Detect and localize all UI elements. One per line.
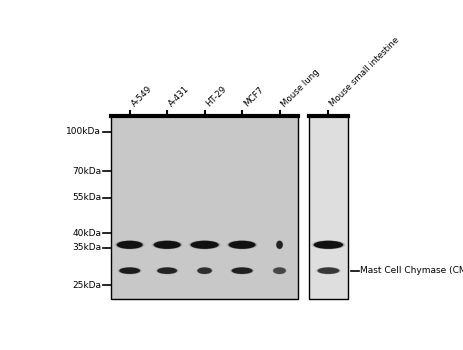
Ellipse shape <box>118 267 142 274</box>
Ellipse shape <box>119 267 140 274</box>
Ellipse shape <box>116 240 143 249</box>
Ellipse shape <box>188 240 221 250</box>
Ellipse shape <box>276 241 283 249</box>
Ellipse shape <box>153 240 181 249</box>
Ellipse shape <box>190 240 219 249</box>
Text: A-431: A-431 <box>167 84 191 108</box>
Ellipse shape <box>196 267 213 274</box>
Ellipse shape <box>115 240 144 250</box>
Ellipse shape <box>154 241 181 249</box>
Ellipse shape <box>230 267 254 274</box>
Ellipse shape <box>156 267 179 274</box>
Bar <box>111 116 298 299</box>
Text: 70kDa: 70kDa <box>72 167 101 176</box>
Text: 100kDa: 100kDa <box>66 127 101 136</box>
Ellipse shape <box>273 267 286 274</box>
Text: HT-29: HT-29 <box>205 84 229 108</box>
Ellipse shape <box>152 240 182 250</box>
Text: Mast Cell Chymase (CMA1): Mast Cell Chymase (CMA1) <box>360 266 463 275</box>
Ellipse shape <box>276 240 283 250</box>
Ellipse shape <box>157 267 177 274</box>
Text: 40kDa: 40kDa <box>72 229 101 238</box>
Ellipse shape <box>312 240 345 250</box>
Text: 25kDa: 25kDa <box>72 281 101 290</box>
Text: 35kDa: 35kDa <box>72 243 101 252</box>
Ellipse shape <box>228 240 256 249</box>
Ellipse shape <box>197 267 212 274</box>
Ellipse shape <box>313 240 344 249</box>
Bar <box>309 116 348 299</box>
Ellipse shape <box>272 267 287 274</box>
Ellipse shape <box>226 240 257 250</box>
Ellipse shape <box>191 241 219 249</box>
Ellipse shape <box>231 267 253 274</box>
Ellipse shape <box>318 267 339 274</box>
Ellipse shape <box>316 267 341 274</box>
Ellipse shape <box>197 267 212 274</box>
Ellipse shape <box>273 267 286 274</box>
Ellipse shape <box>119 267 141 274</box>
Ellipse shape <box>232 267 252 274</box>
Ellipse shape <box>117 241 143 249</box>
Ellipse shape <box>314 241 343 249</box>
Text: Mouse lung: Mouse lung <box>280 67 321 108</box>
Ellipse shape <box>276 240 283 249</box>
Ellipse shape <box>157 267 177 274</box>
Ellipse shape <box>317 267 340 274</box>
Text: MCF7: MCF7 <box>242 85 265 108</box>
Text: Mouse small intestine: Mouse small intestine <box>328 36 401 108</box>
Text: A-549: A-549 <box>130 84 154 108</box>
Ellipse shape <box>229 241 256 249</box>
Text: 55kDa: 55kDa <box>72 193 101 202</box>
